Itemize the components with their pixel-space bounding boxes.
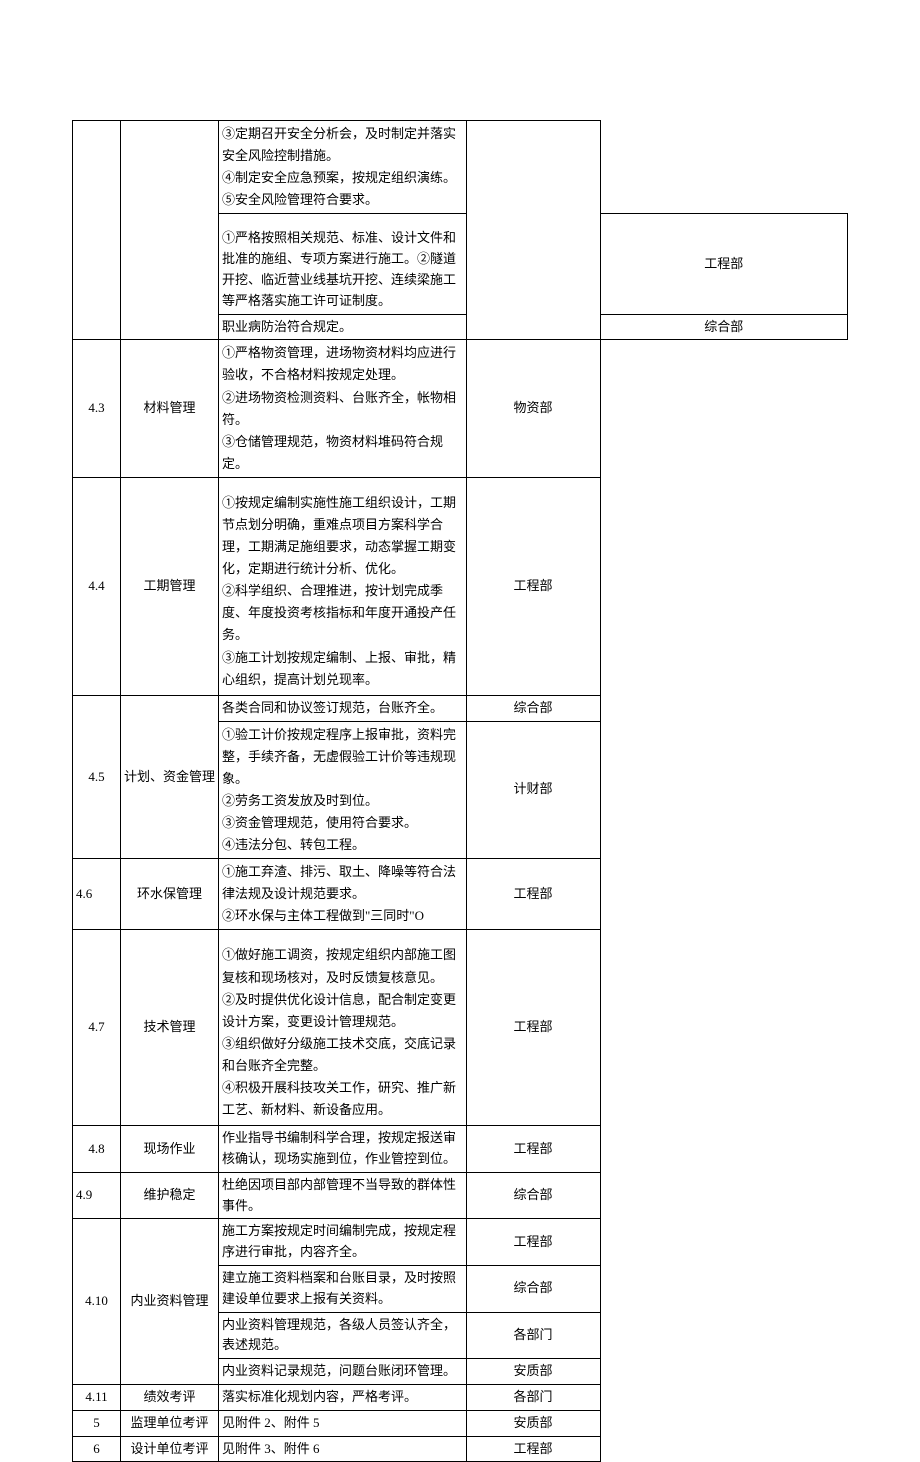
cell: 职业病防治符合规定。 [219, 314, 467, 340]
cell: 4.5 [73, 695, 121, 858]
cell: 落实标准化规划内容，严格考评。 [219, 1384, 467, 1410]
cell: 综合部 [466, 1172, 600, 1219]
cell: 施工方案按规定时间编制完成，按规定程序进行审批，内容齐全。 [219, 1219, 467, 1266]
cell: 绩效考评 [121, 1384, 219, 1410]
cell: 物资部 [466, 340, 600, 478]
cell: 现场作业 [121, 1126, 219, 1173]
cell: 设计单位考评 [121, 1436, 219, 1462]
cell [466, 121, 600, 340]
cell: 工程部 [466, 1219, 600, 1266]
cell: 内业资料记录规范，问题台账闭环管理。 [219, 1359, 467, 1385]
cell: 杜绝因项目部内部管理不当导致的群体性事件。 [219, 1172, 467, 1219]
cell: 4.10 [73, 1219, 121, 1385]
cell: 见附件 3、附件 6 [219, 1436, 467, 1462]
cell: 各类合同和协议签订规范，台账齐全。 [219, 695, 467, 721]
cell: ③定期召开安全分析会，及时制定并落实安全风险控制措施。④制定安全应急预案，按规定… [219, 121, 467, 214]
cell: 工程部 [466, 930, 600, 1126]
cell [73, 121, 121, 340]
cell: 工程部 [466, 1436, 600, 1462]
cell: 计财部 [466, 721, 600, 859]
cell: 环水保管理 [121, 859, 219, 930]
cell: 综合部 [466, 1265, 600, 1312]
cell: 4.7 [73, 930, 121, 1126]
cell: ①严格物资管理，进场物资材料均应进行验收，不合格材料按规定处理。②进场物资检测资… [219, 340, 467, 478]
cell: 4.8 [73, 1126, 121, 1173]
cell: 内业资料管理规范，各级人员签认齐全，表述规范。 [219, 1312, 467, 1359]
cell [121, 121, 219, 340]
cell: ①验工计价按规定程序上报审批，资料完整，手续齐备，无虚假验工计价等违规现象。②劳… [219, 721, 467, 859]
cell: ①按规定编制实施性施工组织设计，工期节点划分明确，重难点项目方案科学合理，工期满… [219, 477, 467, 695]
cell: 计划、资金管理 [121, 695, 219, 858]
cell: 综合部 [600, 314, 848, 340]
cell: 见附件 2、附件 5 [219, 1410, 467, 1436]
cell: 4.3 [73, 340, 121, 478]
cell: 各部门 [466, 1384, 600, 1410]
cell: ①施工弃渣、排污、取土、降噪等符合法律法规及设计规范要求。②环水保与主体工程做到… [219, 859, 467, 930]
cell: 建立施工资料档案和台账目录，及时按照建设单位要求上报有关资料。 [219, 1265, 467, 1312]
cell: 工程部 [466, 477, 600, 695]
assessment-table: ③定期召开安全分析会，及时制定并落实安全风险控制措施。④制定安全应急预案，按规定… [72, 120, 848, 1462]
cell: ①严格按照相关规范、标准、设计文件和批准的施组、专项方案进行施工。②隧道开挖、临… [219, 214, 467, 314]
cell: 维护稳定 [121, 1172, 219, 1219]
cell: 工程部 [466, 859, 600, 930]
cell: ①做好施工调资，按规定组织内部施工图复核和现场核对，及时反馈复核意见。②及时提供… [219, 930, 467, 1126]
cell: 作业指导书编制科学合理，按规定报送审核确认，现场实施到位，作业管控到位。 [219, 1126, 467, 1173]
cell: 材料管理 [121, 340, 219, 478]
cell: 监理单位考评 [121, 1410, 219, 1436]
cell: 6 [73, 1436, 121, 1462]
cell: 技术管理 [121, 930, 219, 1126]
cell: 各部门 [466, 1312, 600, 1359]
cell: 工程部 [600, 214, 848, 314]
cell: 工程部 [466, 1126, 600, 1173]
cell: 工期管理 [121, 477, 219, 695]
cell: 安质部 [466, 1410, 600, 1436]
cell: 5 [73, 1410, 121, 1436]
cell: 4.11 [73, 1384, 121, 1410]
cell: 4.4 [73, 477, 121, 695]
cell: 4.6 [73, 859, 121, 930]
cell: 综合部 [466, 695, 600, 721]
cell: 内业资料管理 [121, 1219, 219, 1385]
cell: 4.9 [73, 1172, 121, 1219]
cell: 安质部 [466, 1359, 600, 1385]
